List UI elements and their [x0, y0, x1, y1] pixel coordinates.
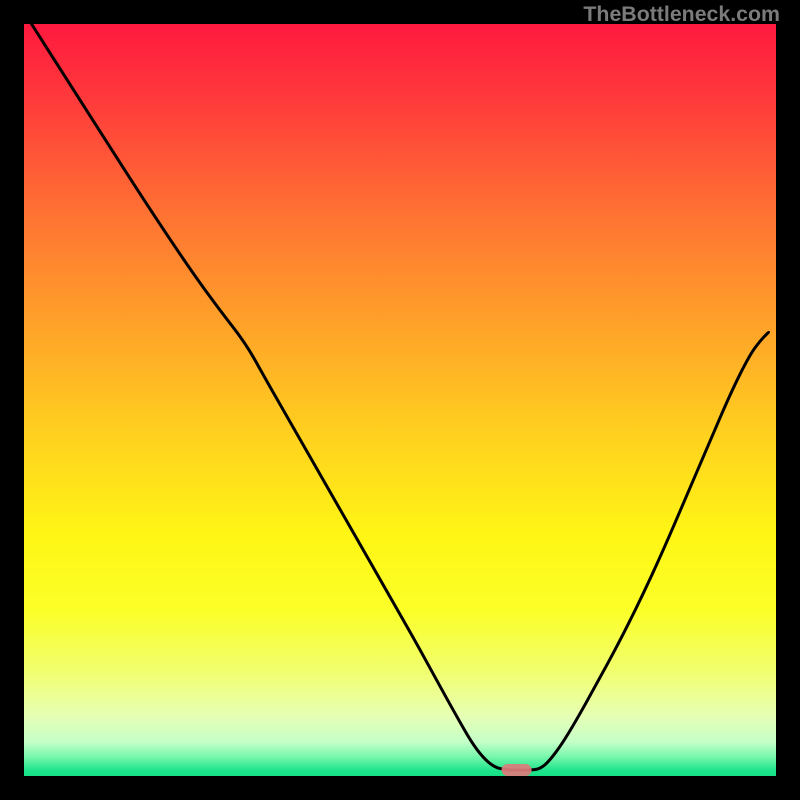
- attribution-watermark: TheBottleneck.com: [583, 2, 780, 27]
- gradient-background: [24, 24, 776, 776]
- plot-area: [24, 24, 776, 776]
- optimal-marker: [502, 764, 532, 776]
- bottleneck-curve-chart: [24, 24, 776, 776]
- chart-frame: TheBottleneck.com: [0, 0, 800, 800]
